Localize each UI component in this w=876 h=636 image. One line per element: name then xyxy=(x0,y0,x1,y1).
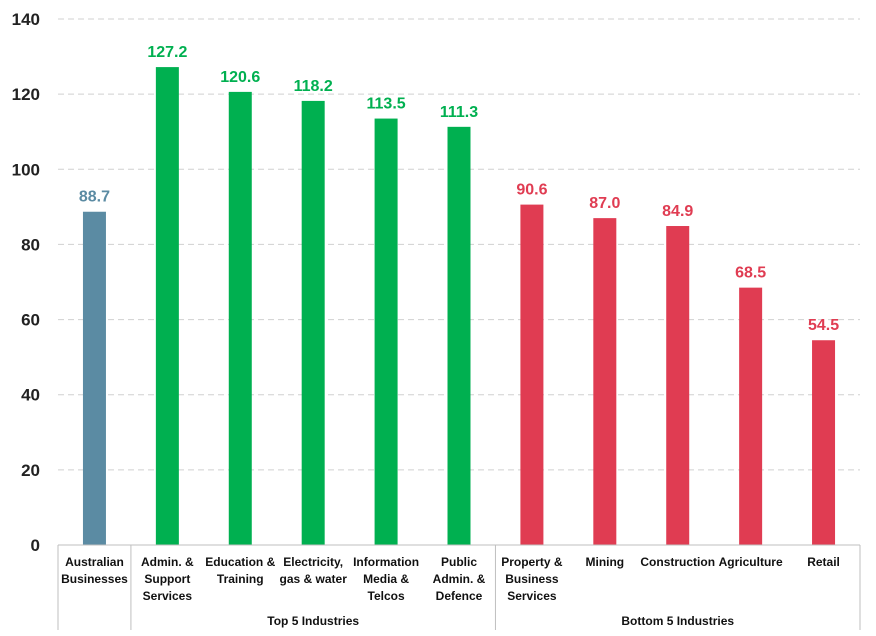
bar xyxy=(520,204,544,546)
category-label-line: gas & water xyxy=(280,572,348,586)
category-label-line: Public xyxy=(441,555,477,569)
category-label-line: Retail xyxy=(807,555,840,569)
group-label: Bottom 5 Industries xyxy=(621,614,734,628)
bar xyxy=(155,67,179,545)
category-label-line: Australian xyxy=(65,555,124,569)
category-label-line: Mining xyxy=(585,555,624,569)
category-label-line: Telcos xyxy=(368,589,405,603)
data-label: 90.6 xyxy=(516,182,547,199)
category-label-line: Admin. & xyxy=(433,572,486,586)
data-label: 111.3 xyxy=(440,104,478,121)
category-label-line: Education & xyxy=(205,555,275,569)
category-label-line: Electricity, xyxy=(283,555,343,569)
category-label: Australian Businesses xyxy=(61,555,128,586)
category-label-line: Defence xyxy=(436,589,483,603)
category-label-line: Training xyxy=(217,572,264,586)
bar xyxy=(301,100,325,546)
bar xyxy=(447,126,471,545)
category-label: Admin. & Support Services xyxy=(141,555,194,603)
y-tick-label: 80 xyxy=(21,235,40,254)
x-axis xyxy=(57,544,861,630)
value-labels: 88.7 127.2 120.6 118.2 113.5 111.3 90.6 87.0 84.… xyxy=(79,44,839,334)
category-label-line: Services xyxy=(507,589,557,603)
data-label: 120.6 xyxy=(220,69,260,86)
category-label: Construction xyxy=(640,555,715,569)
category-label: Property & Business Services xyxy=(501,555,563,603)
category-label-line: Services xyxy=(143,589,193,603)
category-label: Public Admin. & Defence xyxy=(433,555,486,603)
bar xyxy=(593,218,617,545)
data-label: 113.5 xyxy=(367,96,406,113)
data-label: 54.5 xyxy=(808,317,839,334)
group-label: Top 5 Industries xyxy=(267,614,359,628)
y-tick-label: 100 xyxy=(12,160,40,179)
data-label: 88.7 xyxy=(79,189,110,206)
y-tick-label: 0 xyxy=(31,536,40,555)
bar xyxy=(228,91,252,545)
data-label: 87.0 xyxy=(589,195,620,212)
category-label-line: Support xyxy=(144,572,190,586)
category-label: Education & Training xyxy=(205,555,275,586)
y-tick-label: 20 xyxy=(21,461,40,480)
y-tick-label: 120 xyxy=(12,85,40,104)
category-label-line: Information xyxy=(353,555,419,569)
data-label: 84.9 xyxy=(662,203,693,220)
category-label-line: Property & xyxy=(501,555,563,569)
bar xyxy=(666,226,690,546)
bar xyxy=(739,287,763,545)
category-label: Mining xyxy=(585,555,624,569)
data-label: 68.5 xyxy=(735,265,766,282)
category-label-line: Business xyxy=(505,572,559,586)
y-axis-tick-labels: 0 20 40 60 80 100 120 140 xyxy=(12,10,40,555)
bar xyxy=(374,118,398,546)
x-axis-category-labels: Australian Businesses Admin. & Support Servi… xyxy=(61,555,840,603)
category-label: Information Media & Telcos xyxy=(353,555,419,603)
y-tick-label: 60 xyxy=(21,311,40,330)
y-tick-label: 140 xyxy=(12,10,40,29)
category-label: Electricity, gas & water xyxy=(280,555,348,586)
bar xyxy=(82,211,106,545)
category-label-line: Businesses xyxy=(61,572,128,586)
y-tick-label: 40 xyxy=(21,386,40,405)
category-label: Retail xyxy=(807,555,840,569)
bars xyxy=(82,67,836,546)
bar xyxy=(812,340,836,545)
data-label: 118.2 xyxy=(294,78,333,95)
category-label-line: Admin. & xyxy=(141,555,194,569)
x-axis-group-labels: Top 5 Industries Bottom 5 Industries xyxy=(267,614,734,628)
category-label: Agriculture xyxy=(719,555,783,569)
category-label-line: Media & xyxy=(363,572,409,586)
data-label: 127.2 xyxy=(147,44,187,61)
category-label-line: Agriculture xyxy=(719,555,783,569)
category-label-line: Construction xyxy=(640,555,715,569)
